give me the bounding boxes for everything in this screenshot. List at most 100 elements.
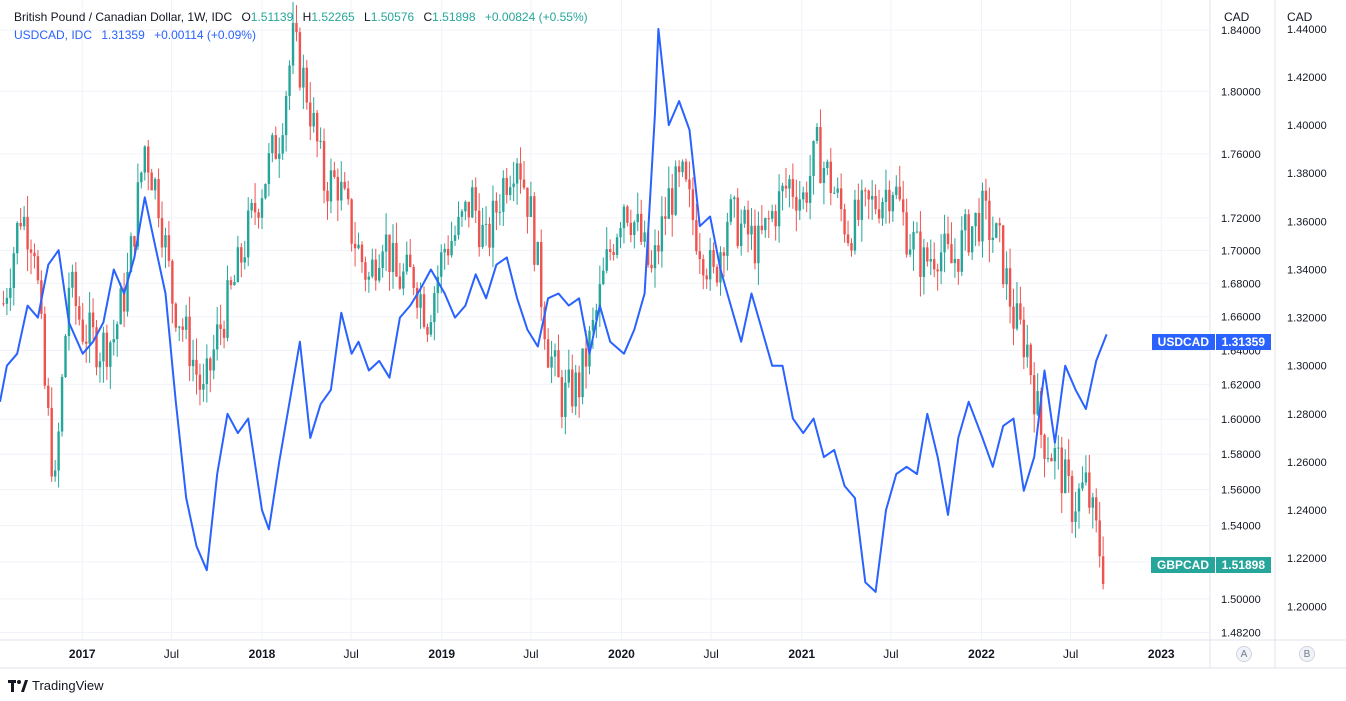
candle-body (64, 336, 67, 377)
time-tick-label: 2021 (788, 647, 815, 661)
candle-body (912, 232, 915, 250)
scale-b-tick-label: 1.40000 (1287, 120, 1327, 132)
candle-body (267, 153, 271, 184)
candle-body (1036, 391, 1039, 415)
scale-a-tick-label: 1.58000 (1221, 449, 1261, 461)
candle-body (512, 183, 515, 188)
candle-body (898, 186, 901, 200)
candle-body (564, 382, 567, 417)
candle-body (471, 187, 474, 218)
usdcad-last-value-tag: 1.31359 (1215, 334, 1271, 350)
candle-body (960, 230, 964, 272)
candle-body (695, 220, 698, 252)
candle-body (440, 252, 443, 277)
candle-body (650, 264, 653, 269)
candle-body (157, 179, 160, 219)
candle-body (181, 326, 184, 330)
candle-body (1098, 520, 1101, 557)
candle-body (215, 324, 219, 350)
candle-body (333, 170, 336, 177)
candle-body (384, 234, 388, 252)
candle-body (660, 216, 664, 252)
scale-b-tick-label: 1.20000 (1287, 601, 1327, 613)
scale-a-tick-label: 1.70000 (1221, 245, 1261, 257)
candle-body (560, 377, 564, 417)
candle-body (184, 316, 188, 330)
candle-body (598, 284, 602, 311)
scale-a-tick-label: 1.68000 (1221, 278, 1261, 290)
candle-body (346, 188, 350, 200)
candle-body (198, 374, 202, 390)
main-series-legend[interactable]: British Pound / Canadian Dollar, 1W, IDC… (14, 10, 594, 24)
candle-body (540, 241, 543, 308)
candle-body (257, 212, 260, 218)
candle-body (302, 67, 305, 88)
candle-body (312, 112, 315, 127)
candle-body (153, 179, 157, 191)
candle-body (60, 376, 64, 432)
candle-body (1012, 306, 1015, 329)
candle-body (822, 168, 826, 183)
candle-body (877, 209, 881, 219)
candle-body (1095, 497, 1098, 521)
candle-body (967, 214, 970, 253)
candle-body (550, 356, 553, 368)
candle-body (253, 202, 257, 213)
candle-body (1008, 268, 1012, 307)
candle-body (209, 358, 212, 371)
candle-body (505, 177, 508, 196)
candle-body (881, 201, 884, 219)
candle-body (116, 324, 119, 340)
time-tick-label: 2019 (428, 647, 455, 661)
scale-b-button[interactable]: B (1299, 646, 1315, 662)
candle-body (1053, 448, 1057, 462)
candle-body (939, 252, 943, 272)
compare-series-legend[interactable]: USDCAD, IDC 1.31359 +0.00114 (+0.09%) (14, 28, 262, 42)
candle-body (991, 237, 995, 241)
candle-body (122, 288, 126, 312)
tradingview-logo[interactable]: TradingView (8, 678, 104, 693)
candle-body (905, 212, 908, 255)
candle-body (922, 247, 926, 277)
candle-body (422, 294, 426, 327)
candle-body (419, 294, 422, 308)
candle-body (584, 348, 588, 367)
time-tick-label: Jul (1063, 647, 1078, 661)
candle-body (1019, 303, 1022, 320)
candle-body (657, 245, 660, 252)
grid-lines (0, 0, 1210, 640)
candle-body (622, 206, 626, 229)
candle-body (536, 241, 539, 265)
candle-body (1060, 447, 1063, 494)
candle-body (519, 163, 522, 180)
candle-body (681, 161, 684, 173)
candle-body (1084, 472, 1088, 483)
candle-body (367, 276, 371, 280)
scale-a-ticks[interactable]: 1.84000 1.80000 1.76000 1.72000 1.70000 1.680… (1221, 25, 1261, 639)
candle-body (788, 179, 791, 189)
candle-body (50, 407, 53, 477)
candle-body (336, 176, 340, 201)
candle-body (284, 95, 288, 136)
candle-body (1074, 511, 1077, 522)
candle-body (119, 288, 122, 325)
candle-body (26, 216, 29, 250)
candle-body (702, 259, 705, 276)
candle-body (374, 259, 377, 281)
scale-b-tick-label: 1.30000 (1287, 361, 1327, 373)
scale-a-button[interactable]: A (1236, 646, 1252, 662)
candle-body (105, 332, 109, 367)
candle-body (515, 163, 519, 184)
candle-body (488, 223, 491, 248)
time-axis-ticks[interactable]: 2017 Jul 2018 Jul 2019 Jul 2020 Jul 2021 Jul 2022 J… (69, 647, 1175, 661)
candle-body (1026, 344, 1029, 358)
candle-body (1091, 497, 1094, 508)
scale-b-ticks[interactable]: 1.44000 1.42000 1.40000 1.38000 1.36000 1.340… (1287, 24, 1327, 613)
candle-body (946, 233, 950, 245)
candle-body (995, 223, 998, 238)
candle-body (805, 192, 808, 203)
time-tick-label: 2017 (69, 647, 96, 661)
candle-body (1015, 303, 1019, 329)
candle-body (1088, 472, 1091, 508)
